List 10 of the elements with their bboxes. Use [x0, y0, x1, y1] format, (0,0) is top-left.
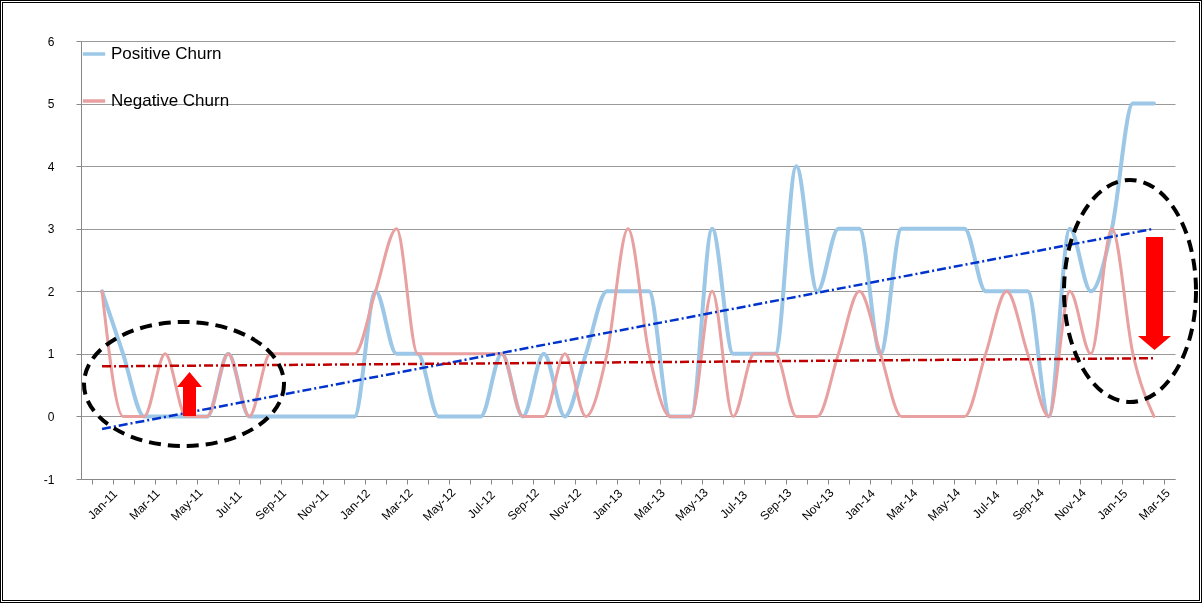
legend-label: Positive Churn: [111, 44, 222, 63]
y-tick-label: 4: [47, 159, 55, 174]
y-tick-label: -1: [43, 472, 55, 487]
y-tick-label: 3: [47, 222, 55, 237]
y-tick-label: 1: [47, 347, 55, 362]
y-tick-label: 6: [47, 34, 55, 49]
y-tick-label: 2: [47, 284, 55, 299]
y-tick-label: 5: [47, 97, 55, 112]
legend-label: Negative Churn: [111, 91, 230, 110]
y-tick-label: 0: [47, 409, 55, 424]
